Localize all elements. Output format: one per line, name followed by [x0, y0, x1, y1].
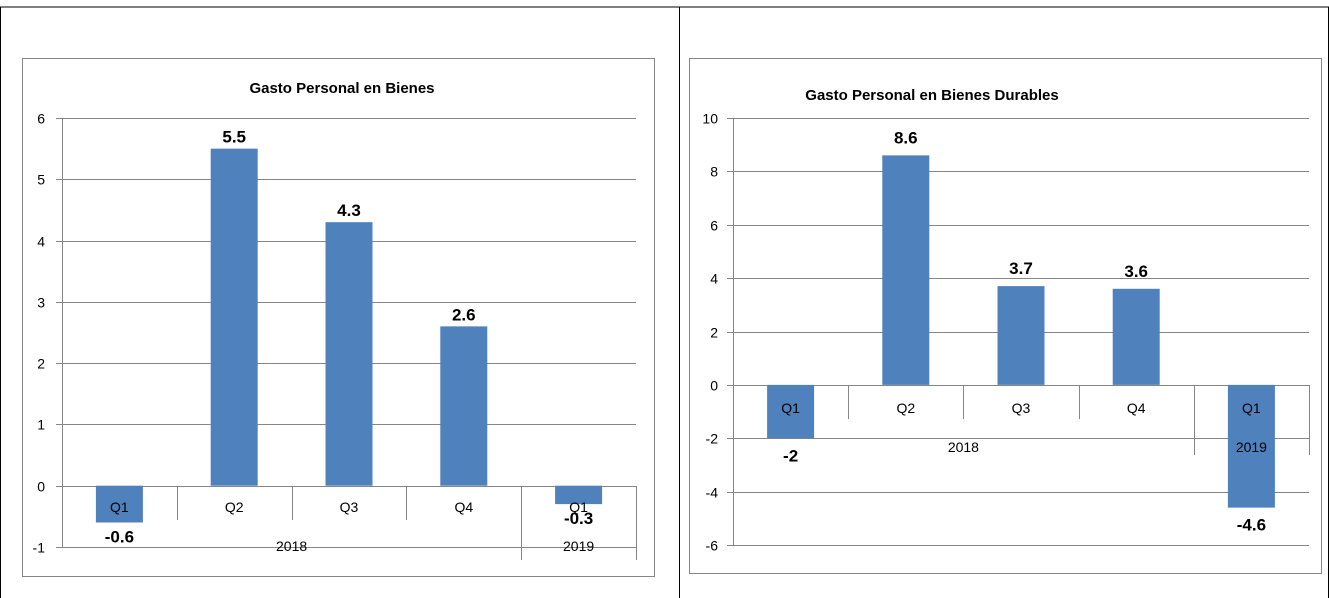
chart-gasto-bienes-durables: Gasto Personal en Bienes Durables -6 -4 -2… [689, 58, 1322, 574]
y-tick-label: 1 [37, 417, 45, 433]
y-tick-label: 8 [710, 164, 718, 180]
y-tick-label: -6 [706, 538, 719, 554]
x-group-label: 2018 [276, 538, 307, 554]
chart-title: Gasto Personal en Bienes [249, 80, 434, 97]
y-tick-label: 10 [702, 111, 718, 127]
x-tick-label: Q4 [454, 499, 473, 515]
data-label: 5.5 [222, 128, 246, 147]
y-tick-label: 6 [710, 218, 718, 234]
bar [325, 222, 373, 486]
x-tick-label: Q3 [1012, 400, 1031, 416]
y-tick-label: 0 [710, 378, 718, 394]
bar [767, 384, 815, 439]
y-tick-label: 5 [37, 172, 45, 188]
x-group-label: 2019 [563, 538, 594, 554]
bar [882, 155, 930, 385]
chart-title: Gasto Personal en Bienes Durables [805, 87, 1058, 104]
data-label: 3.7 [1009, 259, 1033, 278]
y-tick-label: 4 [710, 271, 718, 287]
x-tick-label: Q1 [1242, 400, 1261, 416]
bar [1112, 288, 1160, 385]
data-label: 2.6 [452, 305, 476, 324]
y-tick-label: 2 [710, 325, 718, 341]
data-label: 4.3 [337, 201, 361, 220]
y-tick-label: 4 [37, 234, 45, 250]
x-tick-label: Q1 [110, 499, 129, 515]
data-label: -2 [783, 446, 798, 465]
x-tick-label: Q3 [340, 499, 359, 515]
x-tick-label: Q1 [569, 499, 588, 515]
data-label: -4.6 [1237, 516, 1266, 535]
x-group-label: 2018 [948, 439, 979, 455]
chart-gasto-bienes: Gasto Personal en Bienes -1 0 1 2 3 4 5 6 Q1 Q2 Q3… [22, 58, 655, 577]
x-tick-label: Q2 [896, 400, 915, 416]
bar [555, 485, 603, 505]
y-tick-label: -2 [706, 431, 719, 447]
x-tick-label: Q4 [1127, 400, 1146, 416]
bar [440, 326, 488, 486]
y-tick-label: 2 [37, 356, 45, 372]
data-label: 3.6 [1124, 262, 1148, 281]
x-group-label: 2019 [1236, 439, 1267, 455]
y-tick-label: -4 [706, 485, 719, 501]
bar [1227, 384, 1275, 508]
x-tick-label: Q1 [781, 400, 800, 416]
bar [210, 148, 258, 486]
bar [997, 286, 1045, 385]
y-tick-label: 6 [37, 111, 45, 127]
y-tick-label: -1 [33, 540, 46, 556]
x-tick-label: Q2 [225, 499, 244, 515]
y-tick-label: 0 [37, 479, 45, 495]
bar [95, 485, 143, 523]
y-tick-label: 3 [37, 295, 45, 311]
data-label: -0.6 [105, 527, 134, 546]
data-label: 8.6 [894, 128, 918, 147]
data-label: -0.3 [564, 509, 593, 528]
